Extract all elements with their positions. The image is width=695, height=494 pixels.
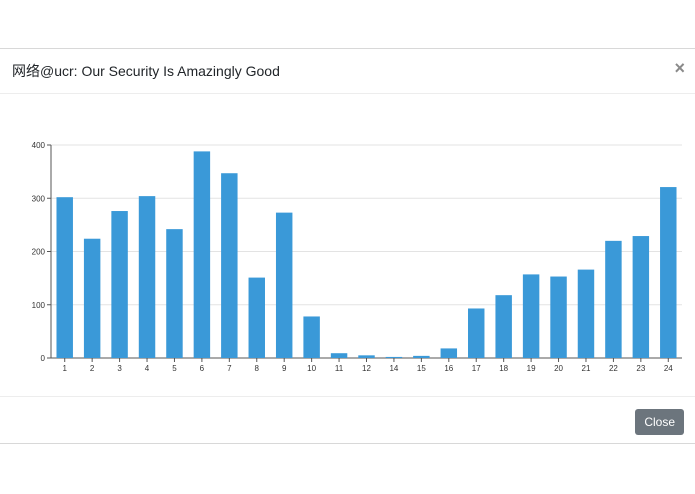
bar [248, 277, 265, 358]
bar [550, 276, 567, 358]
bar [275, 212, 293, 358]
x-tick-label: 18 [499, 364, 508, 373]
bar [413, 355, 430, 358]
x-tick-label: 24 [664, 364, 673, 373]
y-tick-label: 300 [32, 194, 46, 203]
x-tick-label: 23 [636, 364, 645, 373]
x-tick-label: 3 [117, 364, 122, 373]
bar [632, 236, 650, 358]
x-tick-label: 2 [90, 364, 95, 373]
x-tick-label: 14 [389, 364, 398, 373]
bar [83, 238, 101, 358]
y-tick-label: 0 [41, 354, 46, 363]
x-tick-label: 22 [609, 364, 618, 373]
bar [303, 316, 320, 358]
bar [358, 355, 375, 358]
y-tick-label: 100 [32, 301, 46, 310]
modal-header: 网络@ucr: Our Security Is Amazingly Good × [0, 49, 695, 94]
x-tick-label: 21 [582, 364, 591, 373]
modal-footer: Close [0, 396, 695, 445]
bar [330, 353, 348, 358]
x-tick-label: 1 [62, 364, 67, 373]
close-icon[interactable]: × [674, 58, 685, 78]
modal-body: 0 100 200 300 400 1 2 3 4 5 6 7 8 9 10 11 12 14 15 16 17 18 19… [0, 94, 695, 396]
bar [468, 308, 485, 358]
bar [605, 240, 622, 358]
bar [138, 196, 156, 358]
close-button[interactable]: Close [635, 409, 684, 435]
x-tick-label: 12 [362, 364, 371, 373]
x-tick-label: 5 [172, 364, 177, 373]
modal-title: 网络@ucr: Our Security Is Amazingly Good [12, 63, 280, 79]
x-tick-label: 10 [307, 364, 316, 373]
x-tick-label: 9 [282, 364, 287, 373]
bar [522, 274, 540, 358]
x-tick-label: 19 [527, 364, 536, 373]
x-tick-label: 7 [227, 364, 232, 373]
x-tick-label: 17 [472, 364, 481, 373]
bar [495, 295, 512, 358]
y-tick-label: 200 [32, 248, 46, 257]
x-tick-label: 16 [444, 364, 453, 373]
bar [193, 151, 211, 358]
x-tick-label: 6 [200, 364, 205, 373]
bar [221, 173, 238, 358]
x-tick-label: 4 [145, 364, 150, 373]
bar [56, 197, 73, 358]
bar [111, 211, 128, 358]
bar [660, 187, 677, 358]
x-tick-label: 8 [255, 364, 260, 373]
bar [166, 229, 183, 358]
bar [440, 348, 458, 358]
modal-dialog: 网络@ucr: Our Security Is Amazingly Good ×… [0, 48, 695, 444]
x-tick-label: 15 [417, 364, 426, 373]
y-tick-label: 400 [32, 141, 46, 150]
bar [385, 356, 403, 358]
x-tick-label: 11 [335, 364, 344, 373]
x-tick-label: 20 [554, 364, 563, 373]
bar [577, 269, 595, 358]
